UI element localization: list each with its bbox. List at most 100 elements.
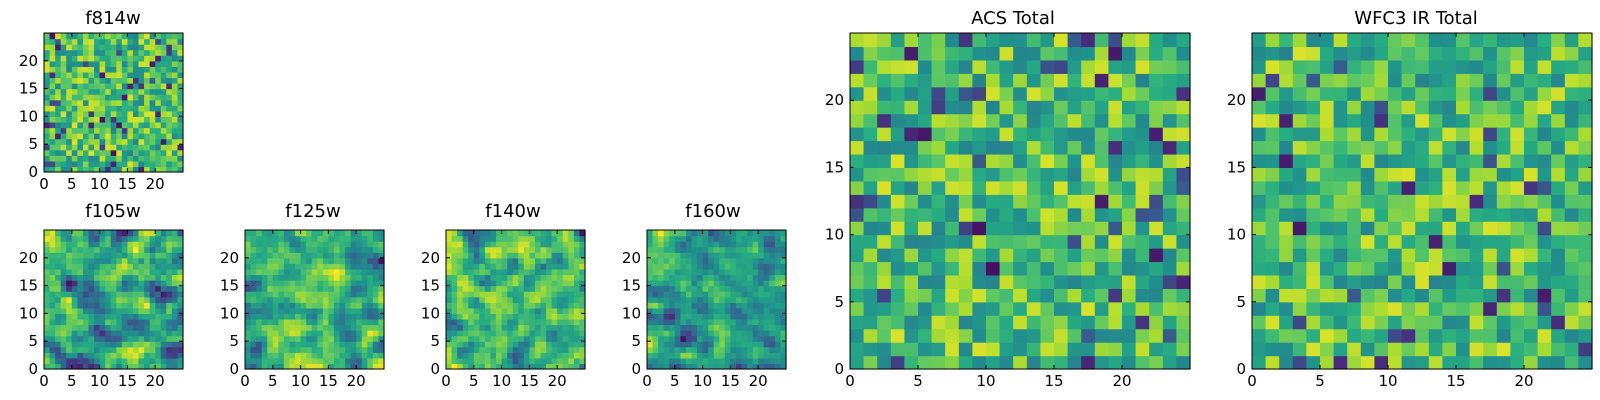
heatmap-cell	[55, 235, 62, 242]
heatmap-cell	[94, 230, 101, 237]
heatmap-cell	[105, 274, 112, 281]
heatmap-cell	[1578, 342, 1593, 357]
heatmap-cell	[573, 257, 581, 264]
heatmap-cell	[60, 88, 67, 95]
heatmap-cell	[144, 324, 151, 331]
heatmap-cell	[1496, 153, 1511, 168]
heatmap-cell	[735, 268, 743, 276]
heatmap-cell	[82, 357, 90, 365]
heatmap-cell	[1524, 207, 1539, 222]
heatmap-cell	[1135, 33, 1150, 48]
heatmap-cell	[1496, 301, 1511, 316]
heatmap-cell	[144, 60, 151, 67]
heatmap-cell	[1374, 274, 1389, 289]
heatmap-cell	[473, 241, 480, 248]
heatmap-cell	[138, 77, 145, 84]
heatmap-cell	[468, 235, 475, 242]
heatmap-cell	[1510, 140, 1525, 155]
heatmap-cell	[931, 113, 946, 128]
heatmap-cell	[160, 71, 167, 79]
heatmap-cell	[1252, 140, 1267, 155]
heatmap-cell	[1135, 355, 1150, 370]
x-tick-label: 20	[1514, 372, 1533, 390]
heatmap-cell	[1333, 33, 1348, 48]
heatmap-cell	[1265, 274, 1280, 289]
heatmap-cell	[1176, 100, 1191, 115]
heatmap-cell	[1162, 194, 1177, 209]
heatmap-cell	[149, 324, 156, 331]
heatmap-cell	[1081, 59, 1096, 74]
heatmap-cell	[724, 230, 731, 237]
heatmap-cell	[1510, 261, 1525, 276]
heatmap-cell	[986, 127, 1001, 142]
heatmap-cell	[904, 46, 919, 61]
heatmap-cell	[138, 257, 145, 264]
x-tick-label: 0	[240, 372, 250, 390]
heatmap-cell	[138, 55, 145, 62]
heatmap-cell	[518, 274, 525, 281]
heatmap-cell	[479, 307, 486, 314]
heatmap-cell	[1510, 207, 1525, 222]
heatmap-cell	[66, 335, 73, 342]
heatmap-cell	[71, 44, 78, 51]
heatmap-cell	[66, 55, 73, 62]
heatmap-cell	[121, 49, 128, 56]
heatmap-cell	[540, 285, 547, 292]
heatmap-cell	[691, 285, 698, 292]
heatmap-cell	[1483, 194, 1498, 209]
heatmap-cell	[507, 280, 514, 287]
heatmap-cell	[306, 302, 313, 309]
heatmap-cell	[1149, 86, 1164, 101]
heatmap-cell	[1081, 315, 1096, 330]
heatmap-cell	[484, 335, 492, 342]
heatmap-cell	[44, 330, 51, 337]
heatmap-cell	[674, 363, 681, 370]
heatmap-cell	[345, 263, 352, 270]
heatmap-cell	[333, 352, 341, 359]
heatmap-cell	[166, 252, 173, 259]
heatmap-cell	[82, 268, 90, 276]
heatmap-cell	[658, 241, 665, 248]
heatmap-cell	[774, 324, 782, 331]
heatmap-cell	[918, 221, 933, 236]
heatmap-cell	[49, 44, 56, 51]
heatmap-cell	[534, 357, 542, 365]
heatmap-cell	[171, 268, 179, 276]
heatmap-cell	[1401, 180, 1416, 195]
heatmap-cell	[171, 307, 179, 314]
heatmap-cell	[972, 315, 987, 330]
heatmap-cell	[261, 285, 268, 292]
heatmap-cell	[518, 335, 525, 342]
heatmap-cell	[55, 291, 62, 298]
heatmap-cell	[986, 342, 1001, 357]
heatmap-cell	[94, 291, 101, 298]
heatmap-cell	[166, 149, 173, 156]
heatmap-cell	[490, 263, 497, 270]
heatmap-cell	[780, 335, 787, 342]
heatmap-cell	[138, 335, 145, 342]
heatmap-cell	[372, 352, 380, 359]
heatmap-cell	[540, 246, 547, 253]
heatmap-cell	[361, 285, 368, 292]
heatmap-cell	[462, 280, 469, 287]
heatmap-cell	[1578, 73, 1593, 88]
heatmap-cell	[658, 330, 665, 337]
heatmap-cell	[49, 330, 56, 337]
heatmap-cell	[356, 235, 363, 242]
heatmap-cell	[333, 330, 341, 337]
x-tick-label: 15	[118, 175, 137, 193]
heatmap-cell	[702, 324, 709, 331]
heatmap-cell	[501, 302, 508, 309]
heatmap-cell	[77, 44, 84, 51]
heatmap-cell	[1040, 274, 1055, 289]
heatmap-cell	[490, 246, 497, 253]
heatmap-cell	[1149, 328, 1164, 343]
heatmap-cell	[680, 335, 687, 342]
heatmap-cell	[647, 296, 654, 303]
heatmap-cell	[958, 180, 973, 195]
heatmap-cell	[462, 246, 469, 253]
heatmap-cell	[1094, 86, 1109, 101]
heatmap-cell	[730, 252, 737, 259]
heatmap-cell	[518, 352, 525, 359]
heatmap-cell	[1094, 355, 1109, 370]
